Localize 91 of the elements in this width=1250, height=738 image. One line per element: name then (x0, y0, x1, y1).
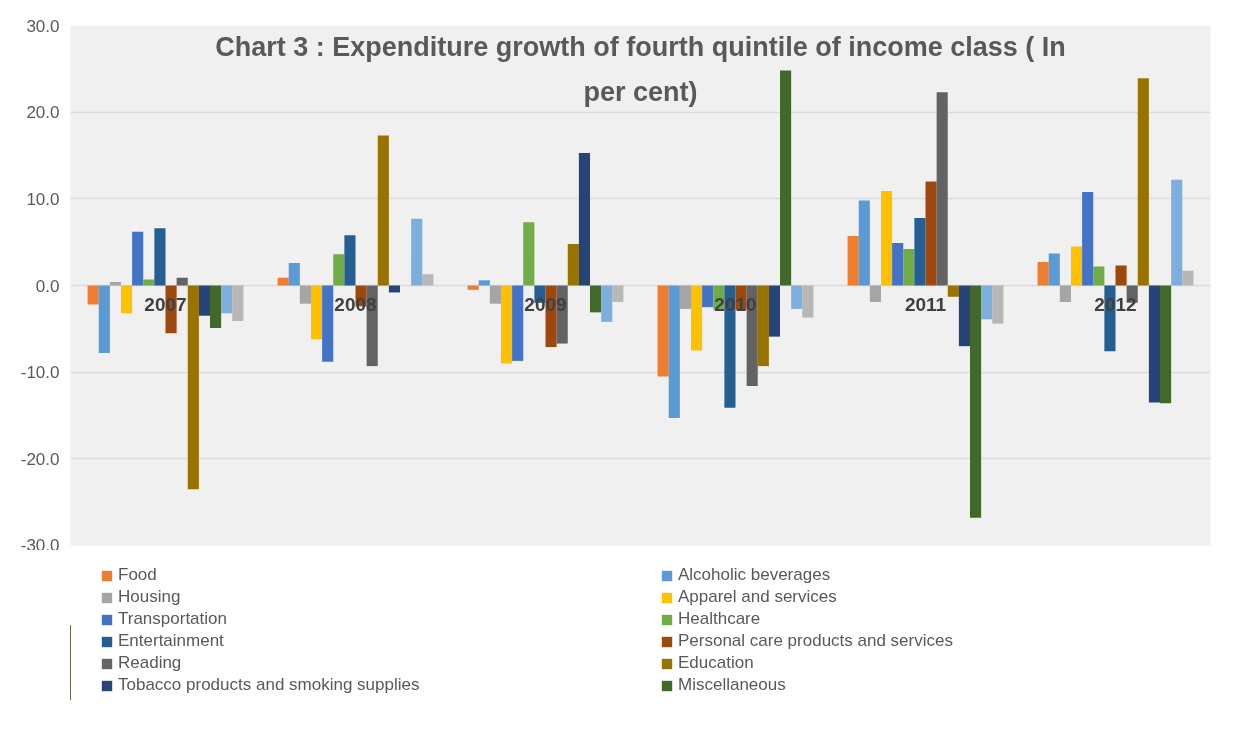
bar (1048, 253, 1060, 286)
bar (903, 249, 915, 286)
y-tick-label: -20.0 (20, 449, 60, 469)
bar (288, 262, 300, 286)
bar (333, 254, 345, 286)
bar (1171, 179, 1183, 286)
bar (1115, 265, 1127, 286)
bar (802, 285, 814, 318)
bar (322, 285, 334, 362)
bar (221, 285, 233, 314)
y-tick-label: 10.0 (26, 189, 60, 209)
bar (467, 285, 479, 290)
bar (512, 285, 524, 361)
legend-label: Apparel and services (678, 587, 837, 607)
bar (132, 231, 144, 286)
bar (780, 70, 792, 286)
bar (154, 228, 166, 286)
bar (1182, 270, 1194, 286)
bar (992, 285, 1004, 324)
bar (791, 285, 803, 309)
bar (120, 285, 133, 314)
bar (668, 285, 680, 419)
bar (277, 277, 289, 286)
bar (210, 285, 222, 328)
legend-label: Housing (118, 587, 181, 607)
bar (612, 285, 624, 302)
bar (869, 285, 881, 302)
legend-label: Healthcare (678, 609, 761, 629)
bar (232, 285, 244, 322)
bar (1148, 285, 1161, 403)
bar (1082, 191, 1094, 286)
bar (1059, 285, 1071, 302)
bar (847, 236, 859, 286)
text: Chart 3 : Expenditure growth of fourth quintile of income class ( In per cent) (215, 31, 1066, 107)
bar (489, 285, 501, 304)
bar (87, 285, 99, 305)
y-tick-label: 20.0 (26, 103, 60, 123)
bar (478, 280, 490, 286)
bar (590, 285, 602, 313)
bar (757, 285, 769, 367)
legend-label: Education (678, 653, 754, 673)
bar (299, 285, 311, 304)
bar (523, 222, 535, 286)
legend-label: Alcoholic beverages (678, 565, 831, 585)
legend-label: Miscellaneous (678, 675, 786, 695)
legend-label: Reading (118, 653, 182, 673)
bar (310, 285, 323, 340)
bar (768, 285, 781, 337)
bar (880, 191, 893, 286)
bar (657, 285, 669, 377)
bar (947, 285, 959, 297)
bar (109, 282, 121, 286)
bar (567, 243, 579, 286)
legend-label: Transportation (118, 609, 227, 629)
bar (377, 135, 389, 286)
bar (970, 285, 982, 518)
bar (500, 285, 513, 364)
bar (858, 200, 870, 286)
bar (422, 274, 434, 286)
legend-label: Personal care products and services (678, 631, 953, 651)
bar (1070, 246, 1083, 286)
bar (187, 285, 199, 490)
bar (936, 92, 948, 286)
legend-label: Tobacco products and smoking supplies (118, 675, 420, 695)
bar (1037, 262, 1049, 286)
bar (176, 277, 188, 286)
bar (143, 279, 155, 286)
bar (892, 243, 904, 286)
x-tick-label: 2011 (904, 293, 947, 315)
bar (98, 285, 110, 354)
bar (1160, 285, 1172, 404)
bar (702, 285, 714, 308)
legend-label: Entertainment (118, 631, 224, 651)
legend-label: Food (118, 565, 157, 585)
bar (958, 285, 971, 347)
y-tick-label: 0.0 (35, 276, 60, 296)
bar (198, 285, 211, 316)
bar (925, 181, 937, 286)
bar (1093, 266, 1105, 286)
bar (578, 152, 591, 286)
y-tick-label: 30.0 (26, 16, 60, 36)
bar (981, 285, 993, 320)
bar (344, 235, 356, 286)
bar (1137, 78, 1149, 286)
y-tick-label: -10.0 (20, 363, 60, 383)
bar (411, 218, 423, 286)
bar (690, 285, 703, 351)
bar (914, 217, 926, 286)
y-tick-label: -30.0 (20, 535, 60, 555)
bar (601, 285, 613, 322)
bar (679, 285, 691, 309)
